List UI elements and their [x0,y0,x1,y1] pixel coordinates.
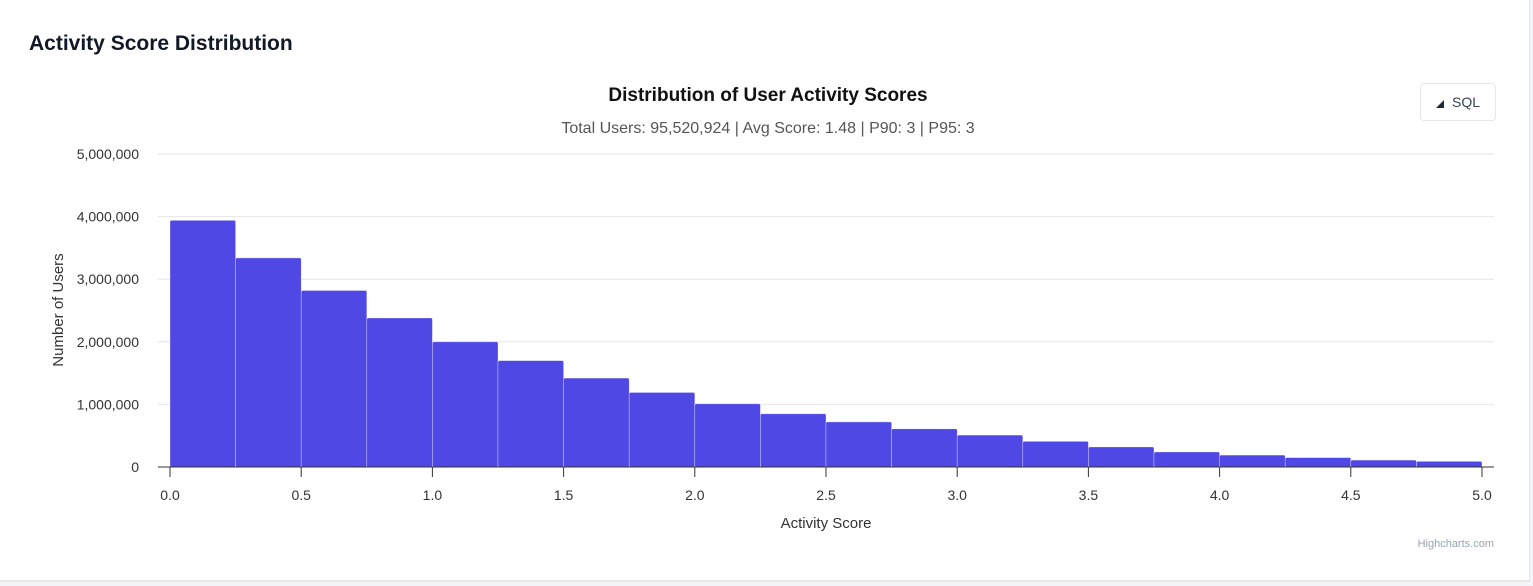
histogram-bar [1284,457,1352,468]
x-tick-label: 3.0 [947,487,967,503]
y-axis: 0 1,000,000 2,000,000 3,000,000 4,000,000 5,0… [77,146,140,475]
histogram-bar [760,413,827,468]
x-tick-label: 0.0 [160,487,180,503]
sql-button-label: SQL [1451,94,1480,110]
histogram-bar [694,403,761,468]
histogram-bar [235,257,302,468]
y-tick-label: 2,000,000 [77,334,139,350]
y-tick-label: 0 [131,459,139,475]
x-axis-label: Activity Score [781,515,872,532]
histogram-bar [169,220,236,468]
histogram-bar [1022,441,1089,468]
histogram-bar [300,290,368,468]
histogram-bar [1350,459,1417,468]
histogram-bar [628,392,696,468]
y-tick-label: 1,000,000 [77,396,139,412]
x-tick-label: 4.0 [1210,487,1230,503]
histogram-bar [825,421,892,468]
histogram-bar [432,341,499,468]
sql-toggle-button[interactable]: SQL [1420,83,1496,121]
x-tick-label: 2.0 [685,487,705,503]
x-axis: 0.0 0.5 1.0 1.5 2.0 2.5 3.0 3.5 4.0 4.5 5.0 [158,466,1494,503]
histogram-bar [956,434,1024,468]
x-tick-label: 1.0 [423,487,443,503]
card-title: Activity Score Distribution [29,32,293,55]
histogram-bar [1153,451,1220,468]
histogram-bar [1088,446,1155,468]
x-tick-label: 3.5 [1079,487,1099,503]
histogram-bar [563,377,630,468]
triangle-collapse-icon [1435,100,1444,108]
histogram-bar [1219,454,1286,468]
x-tick-label: 5.0 [1472,487,1492,503]
x-tick-label: 4.5 [1341,487,1361,503]
x-tick-label: 0.5 [291,487,311,503]
histogram-bar [366,317,433,468]
bars [169,220,1483,468]
x-tick-label: 1.5 [554,487,574,503]
histogram-bar [1416,461,1483,468]
highcharts-credit[interactable]: Highcharts.com [1418,538,1494,550]
y-tick-label: 3,000,000 [77,271,139,287]
histogram-bar [891,428,958,468]
x-tick-label: 2.5 [816,487,836,503]
chart-subtitle: Total Users: 95,520,924 | Avg Score: 1.4… [561,120,974,137]
histogram-bar [497,360,564,468]
y-tick-label: 4,000,000 [77,209,139,225]
grid-lines [158,153,1494,405]
y-axis-label: Number of Users [50,253,67,366]
y-tick-label: 5,000,000 [77,146,139,162]
chart-title: Distribution of User Activity Scores [608,85,927,106]
